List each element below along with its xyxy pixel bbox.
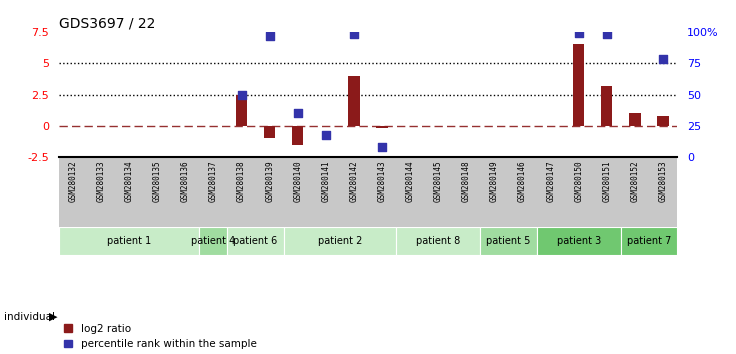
Point (573, 30, 584, 36)
Text: GSM280132: GSM280132 (68, 161, 77, 202)
Bar (396, 227, 481, 255)
Point (263, 33, 275, 39)
Text: ▶: ▶ (49, 312, 58, 322)
Point (348, 32, 360, 37)
Text: patient 5: patient 5 (486, 236, 531, 246)
Text: patient 7: patient 7 (627, 236, 671, 246)
Text: GSM280143: GSM280143 (378, 161, 386, 202)
Point (320, 132, 332, 138)
Text: patient 8: patient 8 (416, 236, 461, 246)
Bar (657, 116, 669, 126)
Bar (621, 227, 677, 255)
Bar (292, 126, 303, 145)
Text: GSM280146: GSM280146 (518, 161, 527, 202)
Bar (601, 86, 612, 126)
Bar (481, 227, 537, 255)
Text: patient 1: patient 1 (107, 236, 152, 246)
Text: GSM280134: GSM280134 (124, 161, 134, 202)
Bar (283, 227, 396, 255)
Text: GDS3697 / 22: GDS3697 / 22 (59, 17, 155, 31)
Text: GSM280148: GSM280148 (462, 161, 471, 202)
Text: GSM280150: GSM280150 (574, 161, 583, 202)
Text: patient 6: patient 6 (233, 236, 277, 246)
Bar (629, 113, 640, 126)
Text: GSM280137: GSM280137 (209, 161, 218, 202)
Point (601, 32, 613, 37)
Text: GSM280151: GSM280151 (602, 161, 612, 202)
Text: GSM280136: GSM280136 (181, 161, 190, 202)
Bar (573, 44, 584, 126)
Bar (59, 227, 199, 255)
Point (236, 92, 247, 97)
Legend: log2 ratio, percentile rank within the sample: log2 ratio, percentile rank within the s… (64, 324, 257, 349)
Text: GSM280133: GSM280133 (96, 161, 105, 202)
Bar (236, 95, 247, 126)
Text: GSM280135: GSM280135 (153, 161, 162, 202)
Bar (199, 227, 227, 255)
Point (292, 110, 304, 116)
Text: GSM280153: GSM280153 (659, 161, 668, 202)
Bar (376, 126, 388, 128)
Text: patient 4: patient 4 (191, 236, 236, 246)
Text: GSM280138: GSM280138 (237, 161, 246, 202)
Text: GSM280141: GSM280141 (322, 161, 330, 202)
Bar (537, 227, 621, 255)
Point (657, 57, 669, 62)
Bar (227, 227, 283, 255)
Point (376, 144, 388, 150)
Text: GSM280144: GSM280144 (406, 161, 414, 202)
Bar (264, 126, 275, 138)
Text: GSM280142: GSM280142 (350, 161, 358, 202)
Text: GSM280140: GSM280140 (293, 161, 302, 202)
Bar (348, 76, 360, 126)
Text: patient 2: patient 2 (318, 236, 362, 246)
Text: GSM280145: GSM280145 (434, 161, 443, 202)
Text: individual: individual (4, 312, 54, 322)
Text: GSM280147: GSM280147 (546, 161, 555, 202)
Text: patient 3: patient 3 (556, 236, 601, 246)
Text: GSM280139: GSM280139 (265, 161, 274, 202)
Text: GSM280149: GSM280149 (490, 161, 499, 202)
Text: GSM280152: GSM280152 (631, 161, 640, 202)
